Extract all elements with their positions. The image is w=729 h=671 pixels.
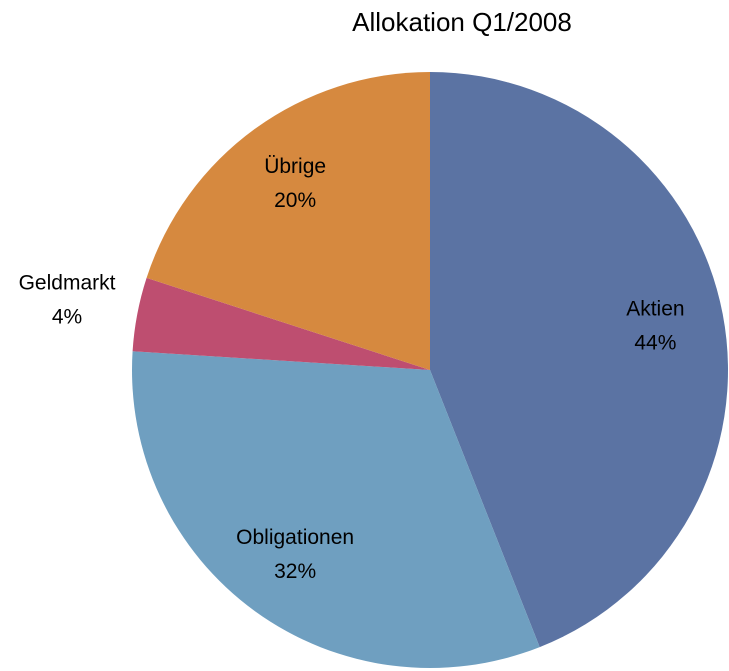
pie-slice xyxy=(132,351,540,668)
slice-label: Obligationen xyxy=(236,526,354,549)
slice-label: Aktien xyxy=(626,298,684,321)
pie-slice xyxy=(146,72,431,370)
pie-slice xyxy=(430,72,729,648)
slice-value: 44% xyxy=(634,332,676,355)
pie-slice xyxy=(132,277,431,370)
slice-value: 32% xyxy=(274,560,316,583)
slice-label: Übrige xyxy=(264,155,326,178)
chart-title: Allokation Q1/2008 xyxy=(352,7,572,37)
slice-label: Geldmarkt xyxy=(19,271,116,294)
slice-value: 4% xyxy=(52,305,82,328)
slice-value: 20% xyxy=(274,189,316,212)
